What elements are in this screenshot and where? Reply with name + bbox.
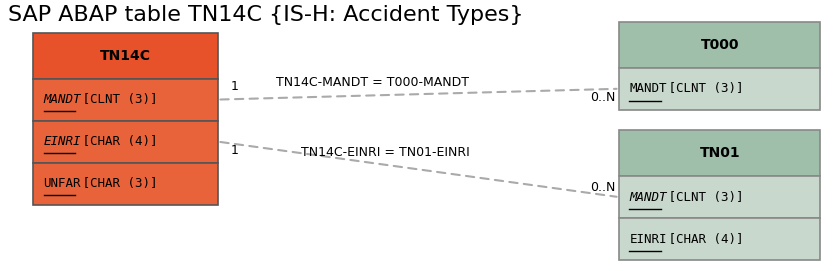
Text: [CHAR (4)]: [CHAR (4)]	[660, 233, 742, 246]
Text: MANDT: MANDT	[43, 93, 81, 106]
Bar	[33, 33, 217, 79]
Text: 1: 1	[230, 80, 237, 93]
Text: SAP ABAP table TN14C {IS-H: Accident Types}: SAP ABAP table TN14C {IS-H: Accident Typ…	[8, 5, 523, 25]
Text: TN14C: TN14C	[100, 49, 150, 63]
Bar	[619, 176, 819, 218]
Bar	[619, 22, 819, 68]
Text: T000: T000	[700, 38, 738, 52]
Text: [CLNT (3)]: [CLNT (3)]	[660, 191, 742, 204]
Text: TN01: TN01	[699, 146, 739, 160]
Text: UNFAR: UNFAR	[43, 177, 81, 190]
Text: [CHAR (4)]: [CHAR (4)]	[75, 135, 157, 148]
Text: 0..N: 0..N	[589, 182, 614, 195]
Bar	[619, 218, 819, 260]
Text: EINRI: EINRI	[629, 233, 666, 246]
Text: TN14C-MANDT = T000-MANDT: TN14C-MANDT = T000-MANDT	[276, 76, 469, 89]
Text: [CLNT (3)]: [CLNT (3)]	[660, 82, 742, 95]
Bar	[33, 163, 217, 205]
Text: MANDT: MANDT	[629, 82, 666, 95]
Text: EINRI: EINRI	[43, 135, 81, 148]
Text: 0..N: 0..N	[589, 92, 614, 104]
Text: [CHAR (3)]: [CHAR (3)]	[75, 177, 157, 190]
Text: [CLNT (3)]: [CLNT (3)]	[75, 93, 157, 106]
Bar	[619, 130, 819, 176]
Text: MANDT: MANDT	[629, 191, 666, 204]
Bar	[619, 68, 819, 110]
Bar	[33, 79, 217, 121]
Bar	[33, 121, 217, 163]
Text: 1: 1	[230, 144, 237, 157]
Text: TN14C-EINRI = TN01-EINRI: TN14C-EINRI = TN01-EINRI	[301, 146, 470, 159]
